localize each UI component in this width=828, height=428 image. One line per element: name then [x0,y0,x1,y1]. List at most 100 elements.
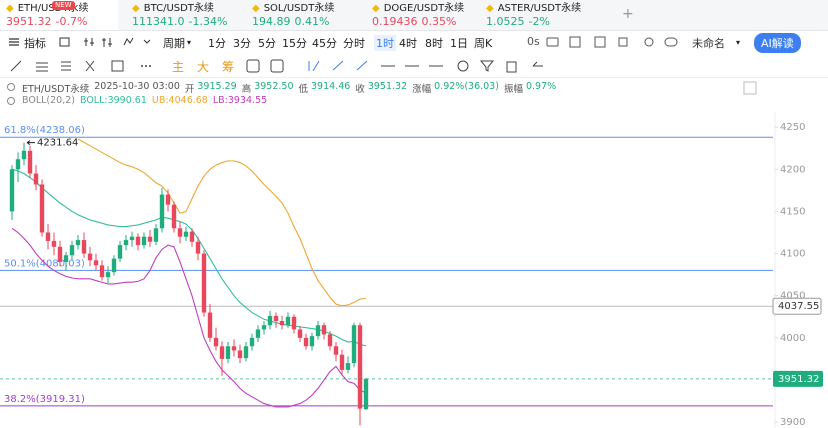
info-value: 0.97% [525,81,557,92]
layout-name[interactable]: 未命名 [692,37,725,50]
candle-body [207,312,213,338]
candle-body [261,325,267,330]
candle-body [279,320,285,326]
last-price-box [773,370,823,387]
interval[interactable]: 1分 [208,37,226,50]
candle-body [249,337,255,347]
candle-body [219,346,225,359]
interval[interactable]: 1日 [450,37,468,50]
candle-body [135,236,141,246]
tab-price-line: 111341.0 -1.34% [132,15,238,28]
info-icons [7,83,15,105]
tab[interactable]: ◆ DOGE/USDT永续 0.19436 0.35% [366,0,484,30]
candle-body [201,253,207,313]
indicator-button[interactable]: 指标 [24,37,46,50]
info-label: 振幅 [503,84,523,95]
drawing-tool[interactable]: 筹 [222,60,235,74]
info-text: 2025-10-30 03:00 [94,81,180,92]
expand-icon [743,81,757,95]
interval[interactable]: 分时 [343,37,365,50]
info-text: ETH/USDT永续 [22,84,90,95]
candle-body [273,315,279,321]
fib-label: 50.1%(4080.03) [4,258,85,269]
interval[interactable]: 45分 [312,37,337,50]
add-tab[interactable]: + [622,6,634,22]
candle-body [111,258,117,273]
drawing-tool[interactable]: 主 [172,60,185,74]
tab-change: -1.34% [188,15,228,28]
tab[interactable]: ◆ SOL/USDT永续 194.89 0.41% [246,0,364,30]
boll-text: BOLL:3990.61 [79,95,147,106]
tab-price-line: 194.89 0.41% [252,15,358,28]
boll-text: BOLL(20,2) [22,95,75,106]
high-marker-arrow [26,140,35,146]
candle-body [321,325,327,335]
candle-body [327,334,333,347]
candle-body [171,204,177,229]
interval[interactable]: 15分 [282,37,307,50]
candle-body [105,272,111,278]
candle-body [195,241,201,254]
tab-price: 194.89 [252,15,291,28]
symbol-tabs: ◆ETH/USDT永续NEW3951.32-0.7% ◆BTC/USDT永续111… [0,0,828,31]
candle-body [141,236,147,246]
candle-body [267,315,273,326]
candle-body [363,378,369,410]
candle-body [177,228,183,237]
candle-body [21,150,27,160]
interval[interactable]: 8时 [425,37,443,50]
interval[interactable]: 4时 [399,37,417,50]
tab-price: 3951.32 [6,15,52,28]
candle-body [237,350,243,359]
marked-price-label: 4037.55 [778,301,819,312]
interval[interactable]: 3分 [233,37,251,50]
boll-info: BOLL(20,2) BOLL:3990.61 UB:4046.68 LB:3934.… [22,95,267,106]
tab-star: ◆ [486,3,494,14]
candle-body [333,346,339,355]
candle-body [15,159,21,170]
tab[interactable]: ◆ ASTER/USDT永续 1.0525 -2% [480,0,598,30]
countdown: 0s [527,35,540,48]
interval[interactable]: 周K [474,37,493,50]
marked-price-box [772,297,822,315]
boll-line [11,227,367,408]
interval[interactable]: 1时 [374,35,396,51]
tab-price-line: 0.19436 0.35% [372,15,478,28]
tab-symbol-text: ASTER/USDT永续 [497,3,582,14]
candle-body [93,260,99,266]
tab-star: ◆ [252,3,260,14]
boll-text: UB:4046.68 [151,95,208,106]
fib-label: 38.2%(3919.31) [4,394,85,405]
period-label[interactable]: 周期 [163,37,185,50]
interval[interactable]: 5分 [258,37,276,50]
tab-price: 1.0525 [486,15,525,28]
candle-body [33,173,39,185]
candle-body [303,337,309,347]
candle-body [75,240,81,246]
drawing-toolbar: 主大筹 [0,55,828,78]
candle-body [315,325,321,337]
tab-price-line: 1.0525 -2% [486,15,592,28]
candle-body [87,253,93,261]
candle-body [243,346,249,359]
info-value: 0.92%(36.03) [434,81,499,92]
candle-body [159,194,165,229]
candle-body [27,150,33,174]
candle-body [147,236,153,242]
candle-body [285,316,291,326]
candle-body [189,231,195,242]
candle-body [351,325,357,364]
boll-line [11,168,367,347]
boll-line [77,138,367,307]
tab-symbol: ◆ ASTER/USDT永续 [486,2,592,15]
y-tick-label: 4050 [780,291,805,302]
drawing-tool[interactable]: 大 [197,60,210,74]
candle-body [39,184,45,233]
info-label: 开 [184,84,195,95]
tab[interactable]: ◆ BTC/USDT永续 111341.0 -1.34% [126,0,244,30]
info-value: 3915.29 [197,81,237,92]
ai-button[interactable]: AI解读 [754,33,801,53]
ohlc-info: ETH/USDT永续 2025-10-30 03:00 开 3915.29 高 3952.… [22,81,556,95]
tab[interactable]: ◆ETH/USDT永续NEW3951.32-0.7% [0,0,118,30]
candle-body [69,245,75,256]
